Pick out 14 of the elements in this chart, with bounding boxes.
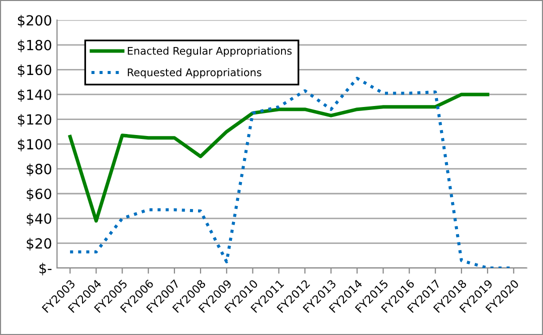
- y-tick-label: $100: [18, 138, 52, 152]
- legend-label: Enacted Regular Appropriations: [128, 46, 292, 57]
- y-tick-label: $80: [26, 164, 52, 176]
- line-series: [68, 92, 490, 223]
- y-tick-label: $60: [26, 188, 52, 201]
- y-tick-label: $-: [39, 262, 52, 276]
- y-tick-label: $180: [18, 40, 52, 52]
- y-tick-label: $160: [18, 64, 52, 77]
- y-tick-label: $120: [18, 114, 52, 127]
- y-tick-label: $140: [18, 89, 52, 102]
- y-tick-label: $20: [26, 238, 52, 251]
- y-tick-label: $200: [18, 14, 52, 28]
- legend-label: Requested Appropriations: [128, 68, 262, 78]
- y-tick-label: $40: [26, 213, 52, 226]
